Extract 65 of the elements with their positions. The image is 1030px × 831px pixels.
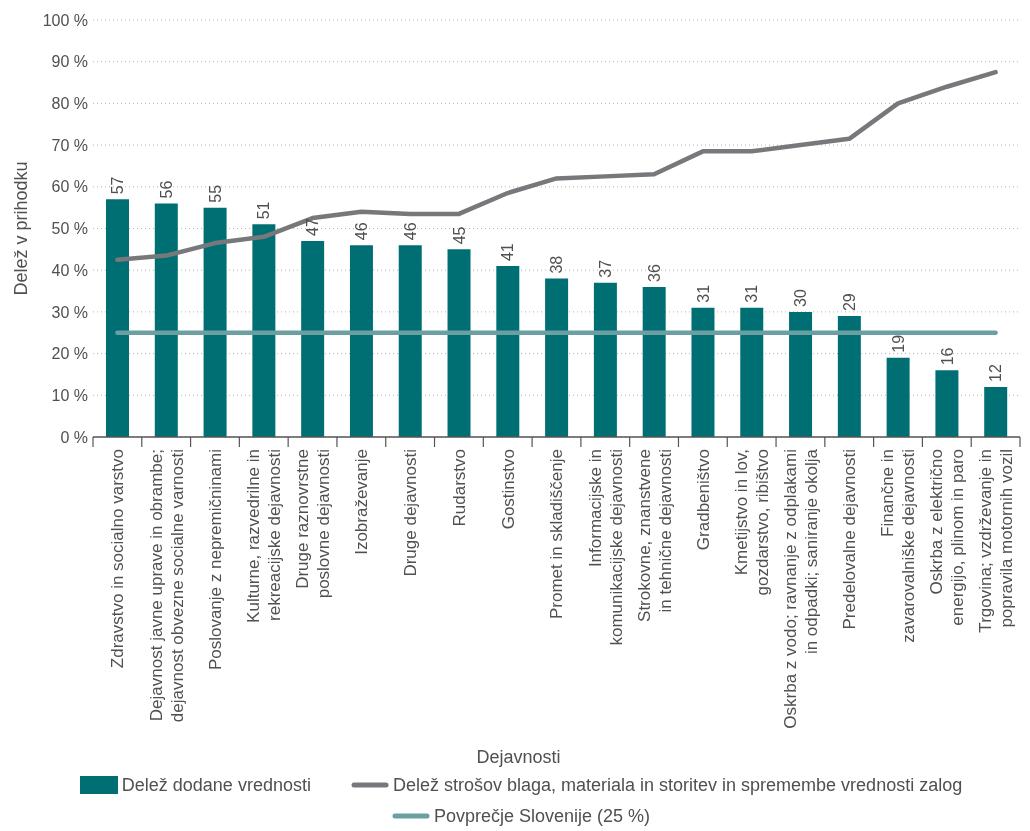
data-label: 38 — [548, 255, 566, 274]
data-label: 56 — [157, 180, 175, 199]
bar — [642, 286, 666, 437]
y-tick-label: 30 % — [51, 303, 88, 321]
bar — [837, 316, 861, 437]
bar — [789, 311, 813, 437]
y-tick-label: 60 % — [51, 178, 88, 196]
legend-label: Delež dodane vrednosti — [121, 774, 311, 795]
x-tick-label: Promet in skladiščenje — [547, 449, 567, 620]
bar — [496, 266, 520, 437]
bar — [154, 203, 178, 437]
data-label: 31 — [694, 284, 712, 303]
bar — [740, 307, 764, 437]
bar — [349, 245, 373, 437]
bar — [593, 282, 617, 437]
data-label: 45 — [450, 226, 468, 245]
data-label: 46 — [401, 222, 419, 241]
y-tick-label: 0 % — [60, 428, 88, 446]
bar — [301, 241, 325, 437]
data-label: 41 — [499, 243, 517, 262]
bar — [984, 386, 1008, 437]
y-tick-label: 40 % — [51, 261, 88, 279]
y-tick-label: 80 % — [51, 95, 88, 113]
data-label: 31 — [743, 284, 761, 303]
data-label: 12 — [987, 364, 1005, 382]
x-tick-label: Zdravstvo in socialno varstvo — [108, 449, 128, 669]
y-tick-label: 70 % — [51, 136, 88, 154]
legend-label: Povprečje Slovenije (25 %) — [433, 805, 651, 826]
x-tick-label: Dejavnost javne uprave in obrambe; dejavnost obvezne socialne varnosti — [146, 449, 187, 723]
y-tick-label: 90 % — [51, 53, 88, 71]
data-label: 55 — [206, 184, 224, 203]
data-label: 37 — [596, 259, 614, 278]
x-tick-label: Predelovalne dejavnosti — [840, 449, 860, 630]
data-label: 16 — [938, 347, 956, 366]
data-label: 29 — [840, 293, 858, 312]
x-tick-label: Informacijske in komunikacijske dejavnosti — [585, 449, 626, 646]
x-tick-label: Gostinstvo — [498, 449, 518, 530]
bar — [935, 370, 959, 437]
bar — [398, 245, 422, 437]
y-tick-label: 10 % — [51, 386, 88, 404]
data-label: 47 — [304, 218, 322, 237]
y-tick-label: 100 % — [42, 11, 88, 29]
data-label: 30 — [792, 289, 810, 307]
x-tick-label: Gradbeništvo — [693, 449, 713, 551]
x-tick-label: Poslovanje z nepremičninami — [205, 449, 225, 671]
x-axis-title: Dejavnosti — [476, 747, 561, 767]
data-label: 36 — [645, 263, 663, 282]
bar — [545, 278, 569, 437]
x-tick-label: Druge dejavnosti — [401, 449, 421, 577]
data-label: 51 — [255, 201, 273, 220]
x-tick-label: Rudarstvo — [449, 449, 469, 527]
data-label: 46 — [353, 222, 371, 241]
bar — [886, 357, 910, 437]
legend-label: Delež strošov blaga, materiala in storitev in spremembe vrednosti zalog — [392, 774, 963, 795]
bar — [203, 207, 227, 437]
y-axis-title: Delež v prihodku — [11, 161, 32, 296]
y-tick-label: 50 % — [51, 220, 88, 238]
bar — [447, 249, 471, 437]
data-label: 19 — [889, 334, 907, 353]
y-tick-label: 20 % — [51, 345, 88, 363]
bar — [252, 224, 276, 437]
bar — [106, 199, 129, 437]
data-label: 57 — [109, 176, 127, 195]
x-tick-label: Izobraževanje — [352, 449, 372, 555]
bar — [691, 307, 715, 437]
